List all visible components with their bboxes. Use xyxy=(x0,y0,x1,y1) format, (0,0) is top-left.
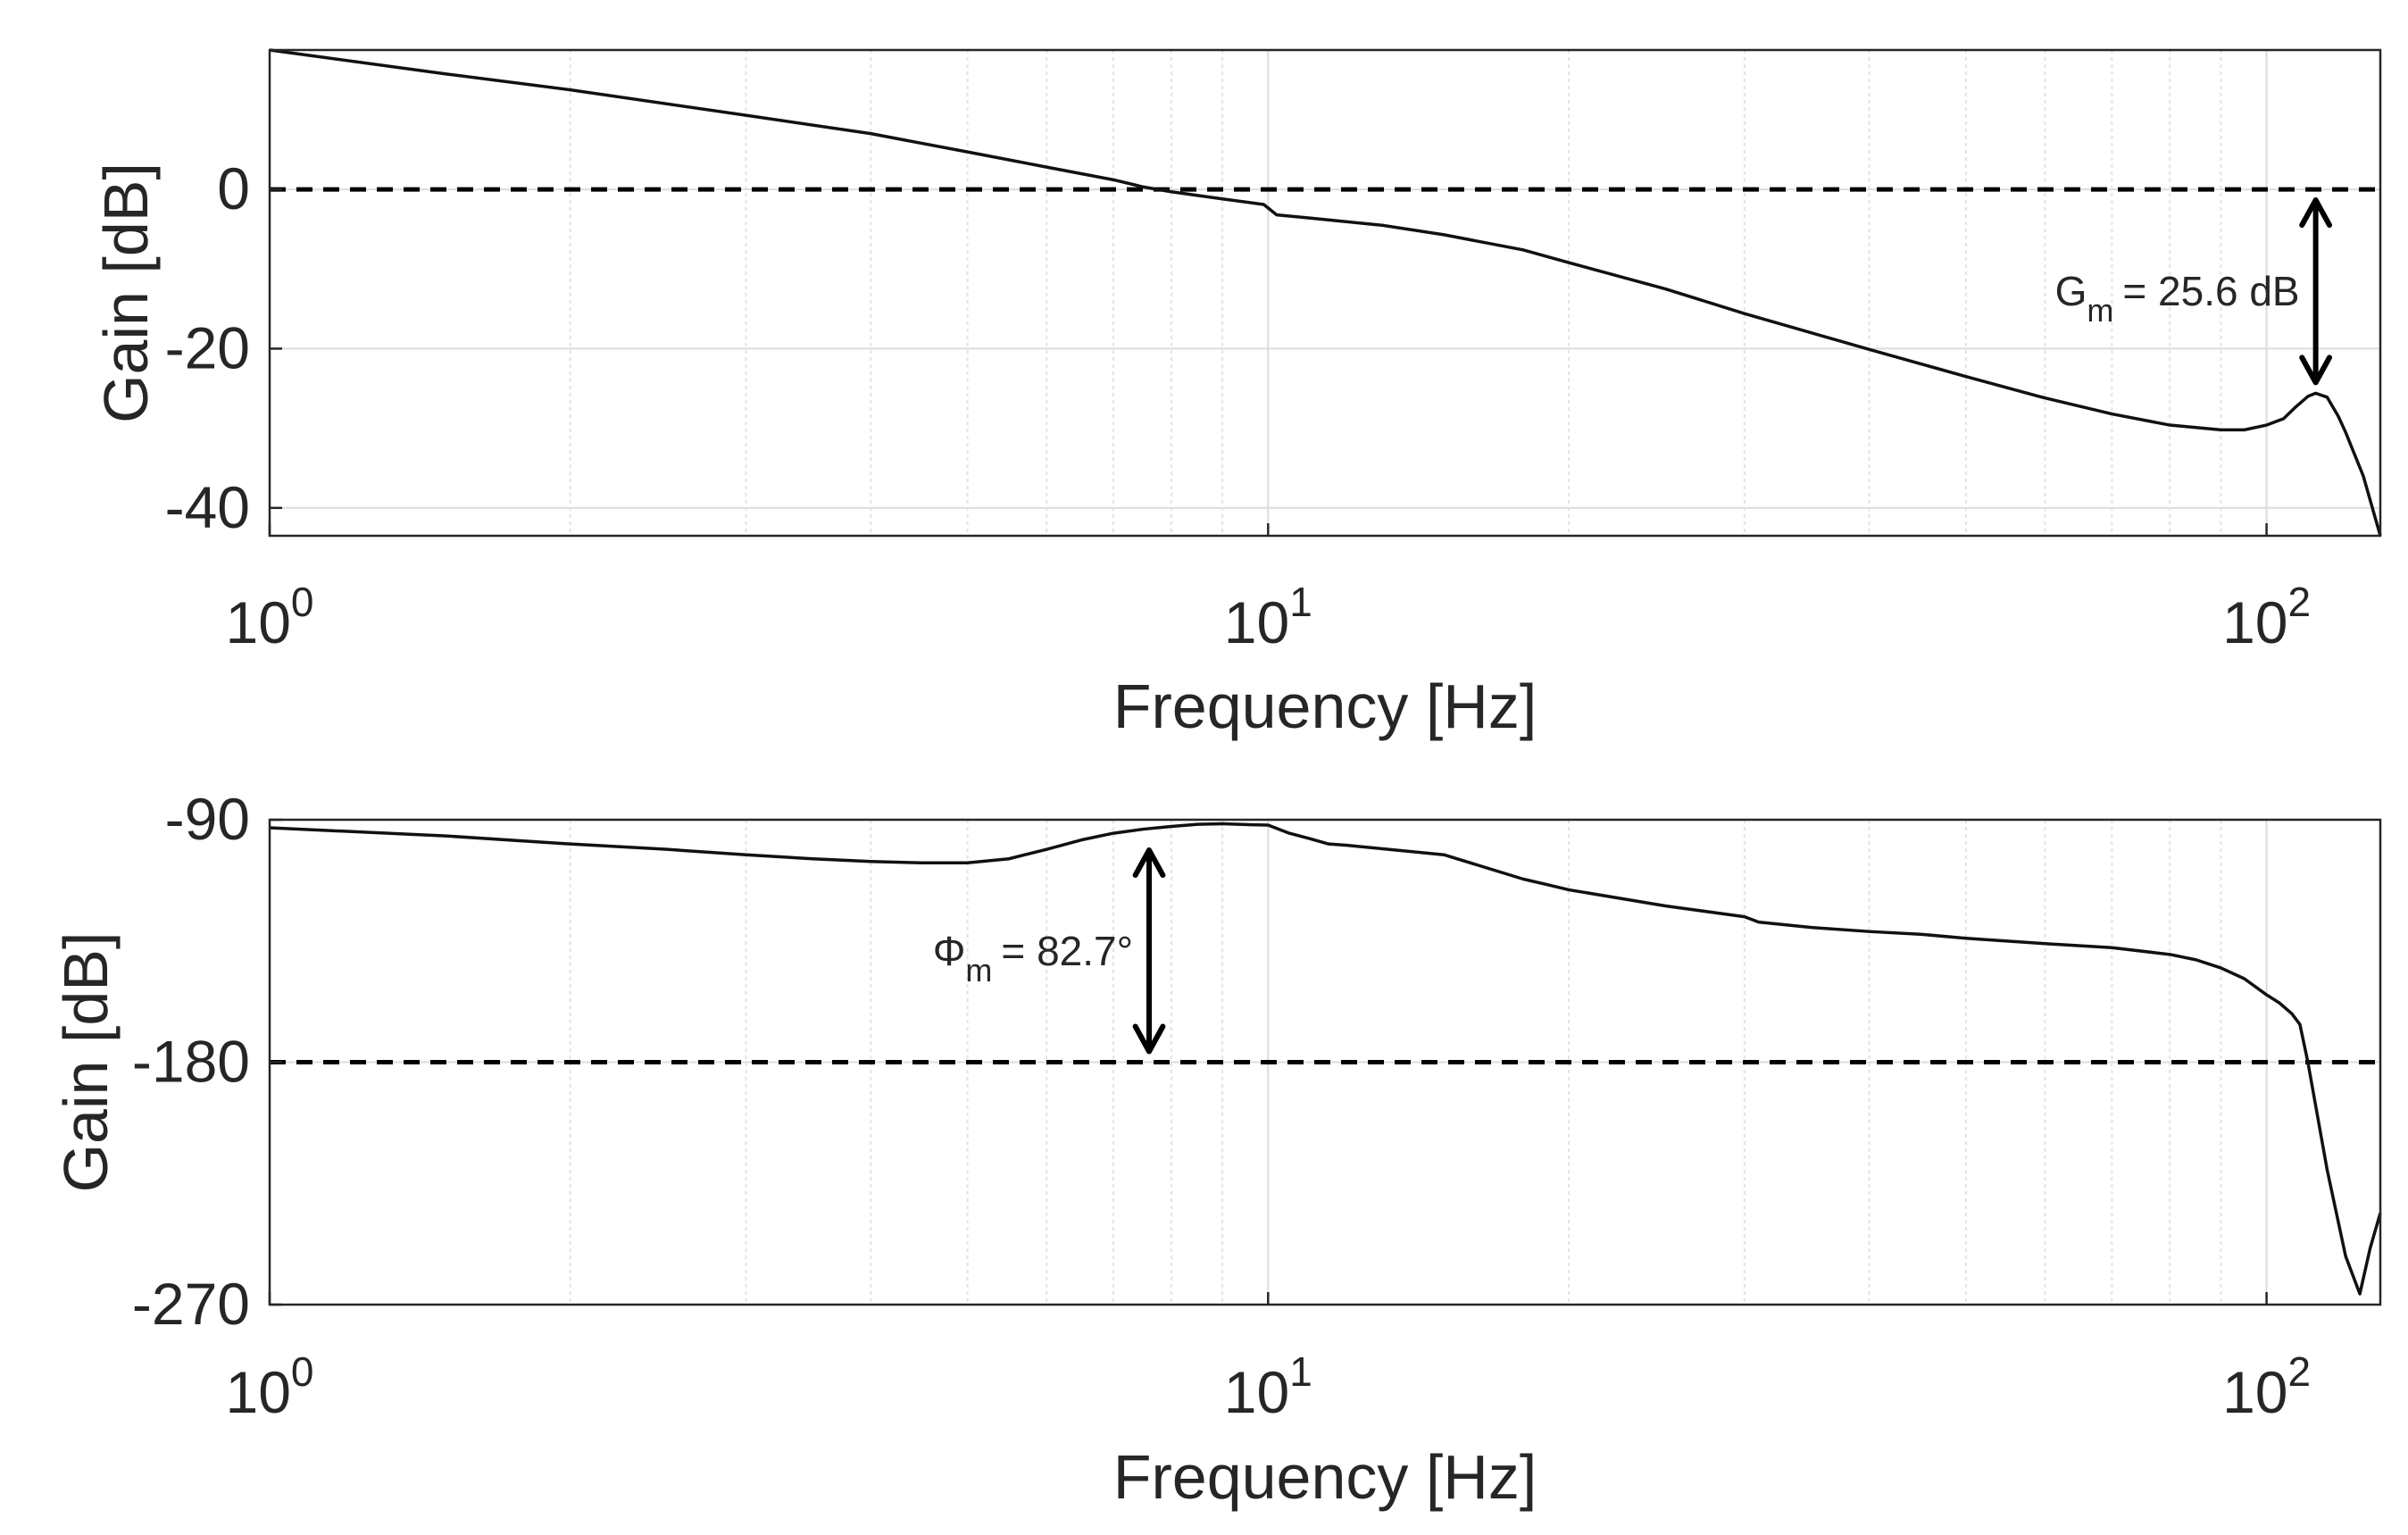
magnitude-x-axis-label: Frequency [Hz] xyxy=(1113,672,1537,741)
magnitude-y-ticks: 0 -20 -40 xyxy=(165,155,282,540)
phase-x-ticks: 100 101 102 xyxy=(225,1292,2311,1425)
phase-margin-annotation: Φm = 82.7° xyxy=(933,847,1166,1055)
magnitude-x-ticks: 100 101 102 xyxy=(225,523,2311,655)
magnitude-y-tick-label: -40 xyxy=(165,474,250,540)
magnitude-x-tick-label: 101 xyxy=(1224,579,1312,655)
phase-margin-arrow-head-bottom xyxy=(1132,1023,1166,1055)
phase-y-tick-label: -90 xyxy=(165,786,250,852)
phase-y-ticks: -90 -180 -270 xyxy=(132,786,282,1337)
phase-margin-arrow-head-top xyxy=(1132,847,1166,879)
phase-plot: Φm = 82.7° -90 -180 -270 100 101 102 Frequenc… xyxy=(51,786,2382,1512)
phase-curve xyxy=(269,822,2382,1296)
magnitude-y-axis-label: Gain [dB] xyxy=(91,163,161,423)
phase-x-tick-label: 102 xyxy=(2222,1348,2311,1425)
magnitude-plot: Gm = 25.6 dB 0 -20 -40 100 101 102 Frequency … xyxy=(91,48,2382,741)
magnitude-margin-label: Gm = 25.6 dB xyxy=(2055,268,2300,329)
gain-margin-annotation: Gm = 25.6 dB xyxy=(2055,197,2333,386)
phase-y-axis-label: Gain [dB] xyxy=(51,932,121,1193)
magnitude-y-tick-label: -20 xyxy=(165,314,250,380)
magnitude-x-tick-label: 100 xyxy=(225,579,313,655)
phase-x-axis-label: Frequency [Hz] xyxy=(1113,1442,1537,1512)
magnitude-margin-arrow-head-bottom xyxy=(2299,355,2333,386)
phase-x-tick-label: 100 xyxy=(225,1348,313,1425)
magnitude-curve xyxy=(269,48,2382,537)
phase-x-tick-label: 101 xyxy=(1224,1348,1312,1425)
phase-margin-label: Φm = 82.7° xyxy=(933,928,1133,989)
magnitude-margin-arrow-head-top xyxy=(2299,197,2333,229)
magnitude-x-tick-label: 102 xyxy=(2222,579,2311,655)
magnitude-y-tick-label: 0 xyxy=(217,155,250,221)
magnitude-plot-frame xyxy=(268,48,2382,538)
phase-y-tick-label: -270 xyxy=(132,1271,250,1337)
phase-y-tick-label: -180 xyxy=(132,1029,250,1095)
